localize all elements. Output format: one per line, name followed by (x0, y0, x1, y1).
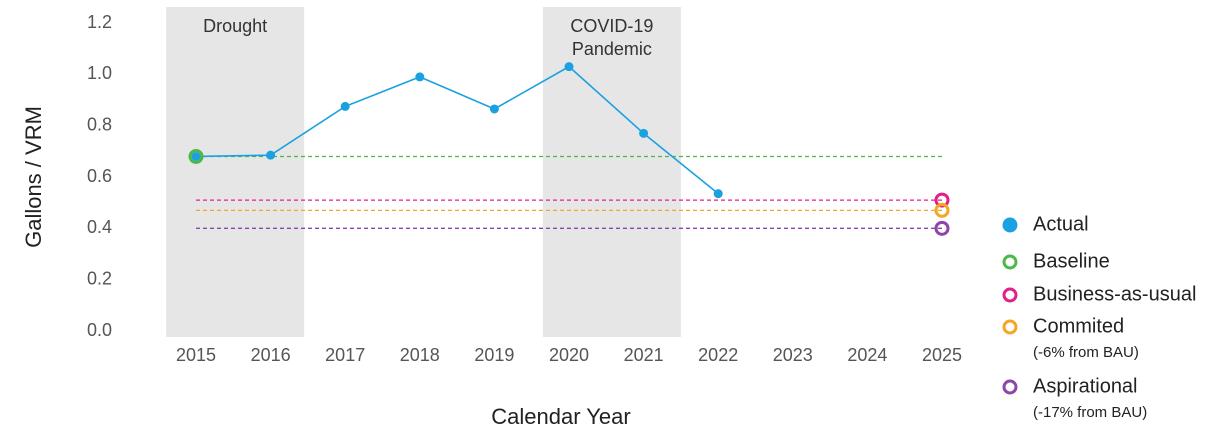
x-tick-label: 2019 (474, 345, 514, 365)
reference-marker (934, 220, 950, 236)
legend-marker (1002, 217, 1018, 233)
x-tick-label: 2024 (847, 345, 887, 365)
x-axis-title: Calendar Year (491, 404, 630, 429)
data-point (266, 150, 276, 160)
legend-label: Baseline (1033, 250, 1110, 272)
data-point (340, 101, 350, 111)
legend-marker (1002, 254, 1018, 270)
series-line (195, 65, 719, 195)
y-tick-label: 0.6 (87, 166, 112, 186)
x-tick-label: 2020 (549, 345, 589, 365)
x-tick-label: 2018 (400, 345, 440, 365)
data-point (191, 151, 201, 161)
data-point (713, 189, 723, 199)
y-axis-title: Gallons / VRM (21, 106, 46, 248)
legend-marker (1002, 379, 1018, 395)
data-point (639, 128, 649, 138)
legend-note: (-17% from BAU) (1033, 404, 1147, 421)
y-tick-label: 0.0 (87, 320, 112, 340)
data-point (415, 72, 425, 82)
region-label: Drought (203, 16, 267, 36)
legend-label: Business-as-usual (1033, 283, 1196, 305)
region-label: Pandemic (572, 39, 652, 59)
x-tick-label: 2022 (698, 345, 738, 365)
legend-label: Aspirational (1033, 375, 1138, 397)
x-tick-label: 2016 (251, 345, 291, 365)
y-tick-label: 0.2 (87, 268, 112, 288)
data-point (564, 62, 574, 72)
legend-marker (1002, 287, 1018, 303)
legend-note: (-6% from BAU) (1033, 344, 1139, 361)
data-point (489, 104, 499, 114)
legend-label: Actual (1033, 213, 1089, 235)
x-tick-label: 2021 (624, 345, 664, 365)
x-tick-label: 2023 (773, 345, 813, 365)
x-tick-label: 2017 (325, 345, 365, 365)
shaded-region (166, 7, 305, 337)
x-tick-label: 2015 (176, 345, 216, 365)
y-tick-label: 1.0 (87, 63, 112, 83)
y-tick-label: 0.4 (87, 217, 112, 237)
legend-marker (1002, 319, 1018, 335)
region-label: COVID-19 (570, 16, 653, 36)
x-tick-label: 2025 (922, 345, 962, 365)
y-tick-label: 1.2 (87, 12, 112, 32)
reference-marker (188, 148, 204, 164)
reference-marker (934, 192, 950, 208)
y-tick-label: 0.8 (87, 114, 112, 134)
shaded-region (542, 7, 681, 337)
legend-label: Commited (1033, 315, 1124, 337)
reference-marker (934, 202, 950, 218)
